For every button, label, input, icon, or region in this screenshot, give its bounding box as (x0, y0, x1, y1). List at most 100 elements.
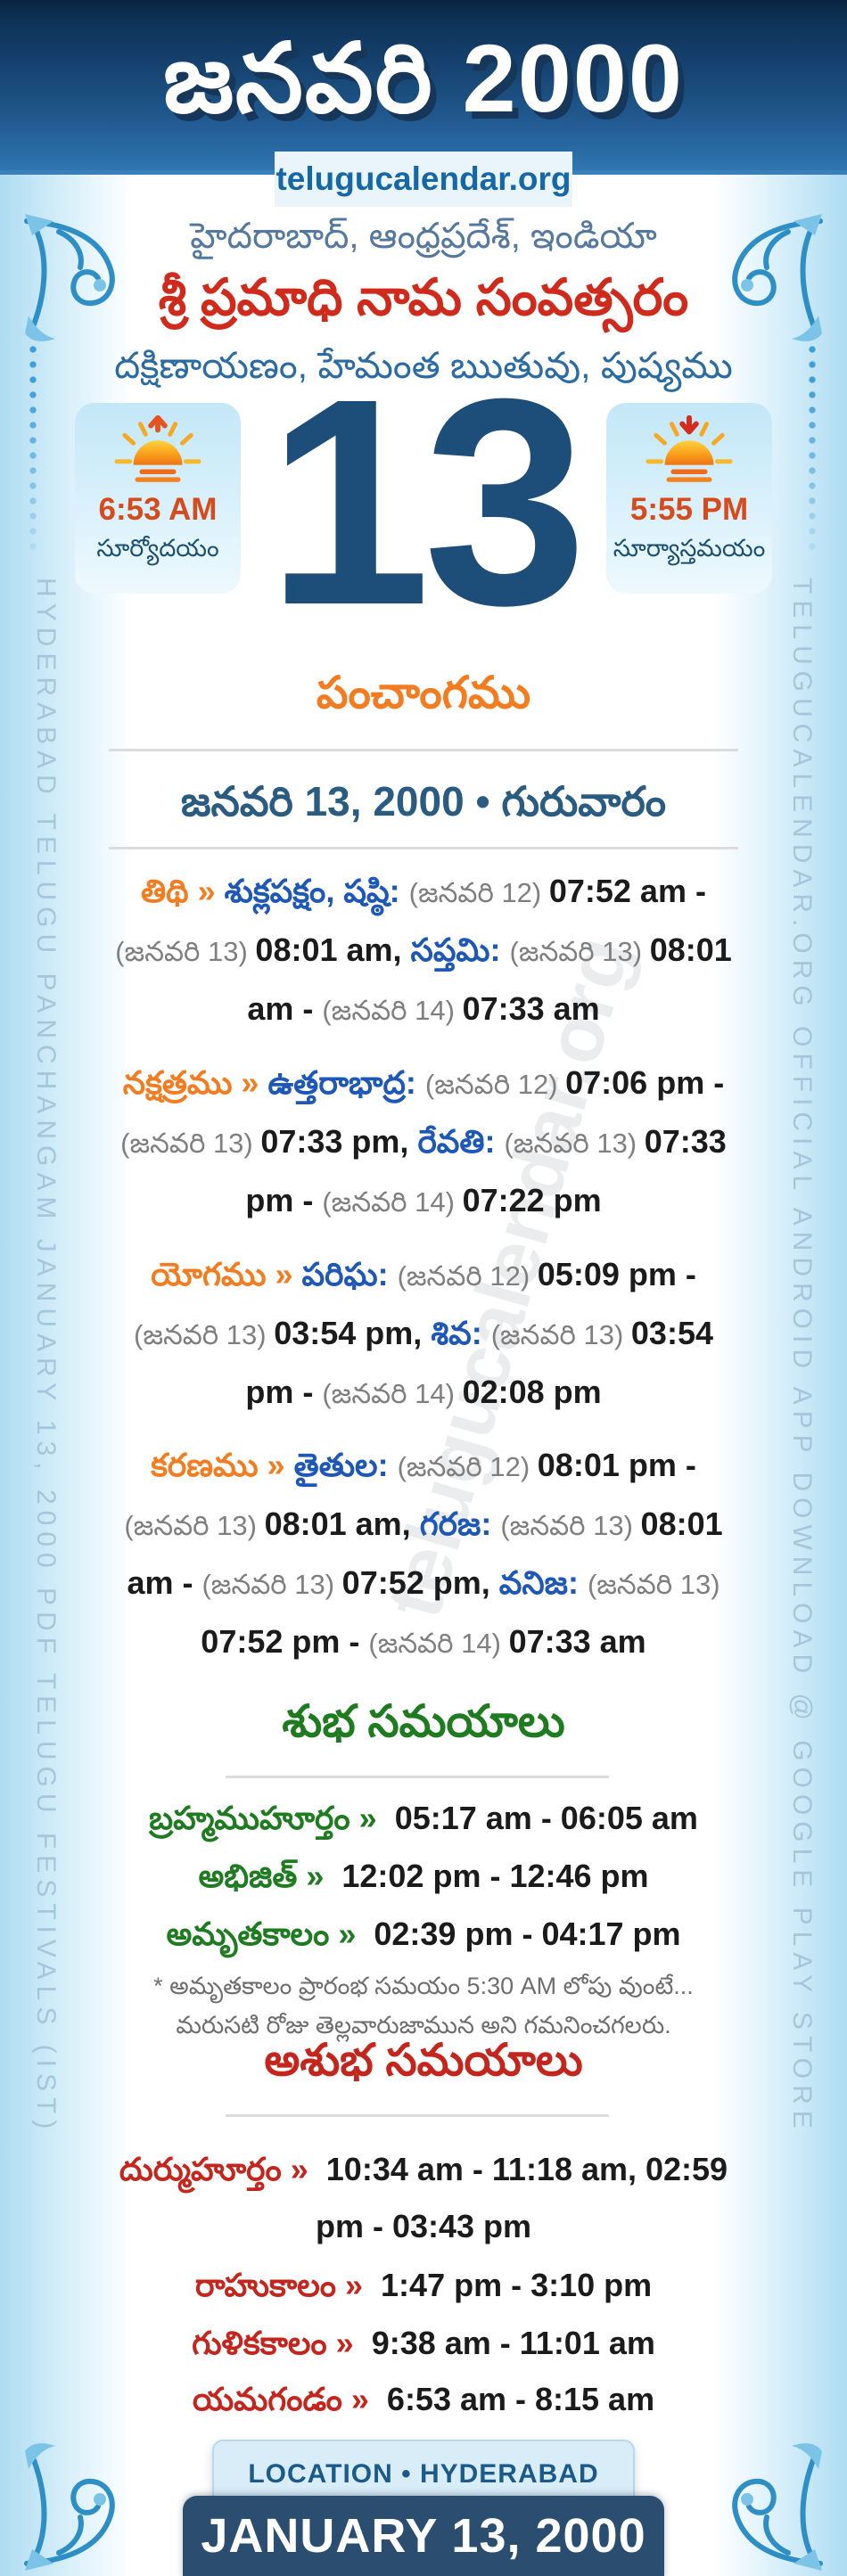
sunrise-time: 6:53 AM (98, 492, 218, 527)
abhijit-label: అభిజిత్ » (198, 1858, 325, 1894)
corner-flourish-icon (24, 214, 115, 341)
segment-name: శివ: (431, 1315, 491, 1351)
segment-label: నక్షత్రము » (122, 1064, 268, 1101)
segment-name: వనిజ: (498, 1564, 588, 1601)
sunrise-label: సూర్యోదయం (96, 535, 219, 562)
segment-time: 07:52 pm - (201, 1623, 369, 1660)
durmuhurtham-row: దుర్ముహూర్తం » 10:34 am - 11:18 am, 02:5… (114, 2141, 733, 2255)
rahukalam-value: 1:47 pm - 3:10 pm (381, 2267, 653, 2303)
sunset-card: 5:55 PM సూర్యాస్తమయం (606, 403, 772, 594)
segment-date: (జనవరి 14) (322, 1378, 463, 1409)
segment-name: పరిఘ: (301, 1256, 398, 1292)
corner-flourish-icon (732, 214, 823, 341)
segment-date: (జనవరి 14) (322, 1186, 463, 1218)
abhijit-value: 12:02 pm - 12:46 pm (341, 1858, 649, 1894)
segment-time: 08:01 am - (127, 1505, 723, 1601)
footer-date-badge: JANUARY 13, 2000 (183, 2496, 664, 2576)
brahmamuhurtham-row: బ్రహ్మముహూర్తం » 05:17 am - 06:05 am (114, 1790, 733, 1847)
segment-time: 03:54 pm - (245, 1315, 713, 1410)
sunset-time: 5:55 PM (629, 492, 749, 527)
segment-label: కరణము » (151, 1447, 294, 1483)
brahmamuhurtham-label: బ్రహ్మముహూర్తం » (149, 1800, 377, 1836)
right-sidebar-caption: TELUGUCALENDAR.ORG OFFICIAL ANDROID APP … (787, 578, 817, 2135)
segment-date: (జనవరి 13) (124, 1510, 265, 1541)
dotted-ornament (28, 344, 38, 558)
segment-date: (జనవరి 13) (201, 1569, 342, 1600)
segment-time: 07:52 am - (548, 873, 706, 909)
segment-date: (జనవరి 12) (424, 1069, 566, 1100)
yamagandam-row: యమగండం » 6:53 am - 8:15 am (114, 2371, 733, 2428)
day-number: 13 (267, 337, 587, 666)
amruthakalam-row: అమృతకాలం » 02:39 pm - 04:17 pm (114, 1906, 733, 1963)
segment-name: సప్తమి: (410, 931, 510, 968)
amruthakalam-note: * అమృతకాలం ప్రారంభ సమయం 5:30 AM లోపు వుం… (153, 1973, 694, 2039)
segment-time: 07:52 pm, (341, 1564, 499, 1601)
segment-time: 08:01 am, (255, 931, 411, 968)
corner-flourish-icon (24, 2443, 115, 2571)
segment-time: 05:09 pm - (537, 1256, 696, 1292)
segment-time: 08:01 am, (264, 1505, 420, 1542)
segment-date: (జనవరి 13) (120, 1128, 261, 1159)
sunrise-icon (114, 415, 201, 482)
segment-time: 07:33 pm - (245, 1123, 727, 1218)
sunrise-card: 6:53 AM సూర్యోదయం (75, 403, 241, 594)
ayana-rutuvu-line: దక్షిణాయణం, హేమంత ఋతువు, పుష్యము (114, 345, 733, 386)
segment-time: 07:22 pm (462, 1182, 602, 1218)
tithi-row: తిథి » శుక్లపక్షం, షష్ఠి: (జనవరి 12) 07:… (114, 863, 733, 1039)
amruthakalam-label: అమృతకాలం » (166, 1916, 357, 1952)
left-sidebar-caption: HYDERABAD TELUGU PANCHANGAM JANUARY 13, … (31, 578, 61, 2136)
gulikakalam-value: 9:38 am - 11:01 am (371, 2325, 655, 2361)
segment-time: 07:33 pm, (260, 1123, 418, 1160)
segment-time: 07:06 pm - (565, 1064, 725, 1101)
gulikakalam-label: గుళికకాలం » (192, 2325, 354, 2361)
segment-date: (జనవరి 14) (322, 995, 463, 1026)
segment-date: (జనవరి 13) (587, 1569, 720, 1600)
sunset-label: సూర్యాస్తమయం (613, 535, 766, 562)
site-badge[interactable]: telugucalendar.org (275, 152, 572, 207)
yogam-row: యోగము » పరిఘ: (జనవరి 12) 05:09 pm - (జనవ… (114, 1246, 733, 1423)
samvatsaram-line: శ్రీ ప్రమాధి నామ సంవత్సరం (158, 269, 689, 326)
segment-date: (జనవరి 13) (134, 1319, 275, 1350)
divider (226, 1776, 609, 1778)
segment-name: రేవతి: (417, 1123, 505, 1160)
dotted-ornament (807, 344, 818, 558)
segment-date: (జనవరి 13) (504, 1128, 645, 1159)
segment-time: 07:33 am (462, 990, 600, 1027)
segment-name: శుక్లపక్షం, షష్ఠి: (224, 873, 409, 909)
panchangam-heading: పంచాంగము (316, 668, 531, 718)
segment-date: (జనవరి 13) (490, 1319, 631, 1350)
segment-time: 02:08 pm (462, 1374, 602, 1410)
segment-name: ఉత్తరాభాద్ర: (267, 1064, 425, 1101)
segment-time: 08:01 am - (247, 931, 732, 1027)
divider (226, 2114, 609, 2117)
nakshatram-row: నక్షత్రము » ఉత్తరాభాద్ర: (జనవరి 12) 07:0… (114, 1054, 733, 1231)
rahukalam-row: రాహుకాలం » 1:47 pm - 3:10 pm (114, 2257, 733, 2314)
page-title: జనవరి 2000 (163, 24, 684, 132)
divider (109, 749, 738, 751)
segment-date: (జనవరి 13) (509, 936, 650, 967)
corner-flourish-icon (732, 2443, 823, 2571)
brahmamuhurtham-value: 05:17 am - 06:05 am (394, 1800, 698, 1836)
segment-time: 03:54 pm, (274, 1315, 432, 1351)
segment-date: (జనవరి 13) (115, 936, 256, 967)
segment-date: (జనవరి 12) (408, 877, 549, 908)
segment-date: (జనవరి 12) (397, 1451, 538, 1482)
segment-name: గరజ: (419, 1505, 501, 1542)
durmuhurtham-label: దుర్ముహూర్తం » (119, 2151, 308, 2187)
segment-date: (జనవరి 12) (397, 1260, 538, 1292)
gulikakalam-row: గుళికకాలం » 9:38 am - 11:01 am (114, 2315, 733, 2372)
divider (109, 847, 738, 849)
header-banner: జనవరి 2000 (0, 0, 847, 175)
segment-time: 07:33 am (508, 1623, 646, 1660)
sunset-icon (646, 415, 733, 482)
karanam-row: కరణము » తైతుల: (జనవరి 12) 08:01 pm - (జన… (114, 1437, 733, 1672)
rahukalam-label: రాహుకాలం » (194, 2267, 364, 2303)
region-line: హైదరాబాద్, ఆంధ్రప్రదేశ్, ఇండియా (190, 217, 657, 256)
shubha-heading: శుభ సమయాలు (282, 1696, 565, 1746)
segment-time: 08:01 pm - (537, 1447, 696, 1483)
segment-name: తైతుల: (293, 1447, 398, 1483)
ashubha-heading: అశుభ సమయాలు (264, 2035, 583, 2085)
durmuhurtham-value: 10:34 am - 11:18 am, 02:59 pm - 03:43 pm (315, 2151, 728, 2244)
segment-date: (జనవరి 13) (500, 1510, 641, 1541)
